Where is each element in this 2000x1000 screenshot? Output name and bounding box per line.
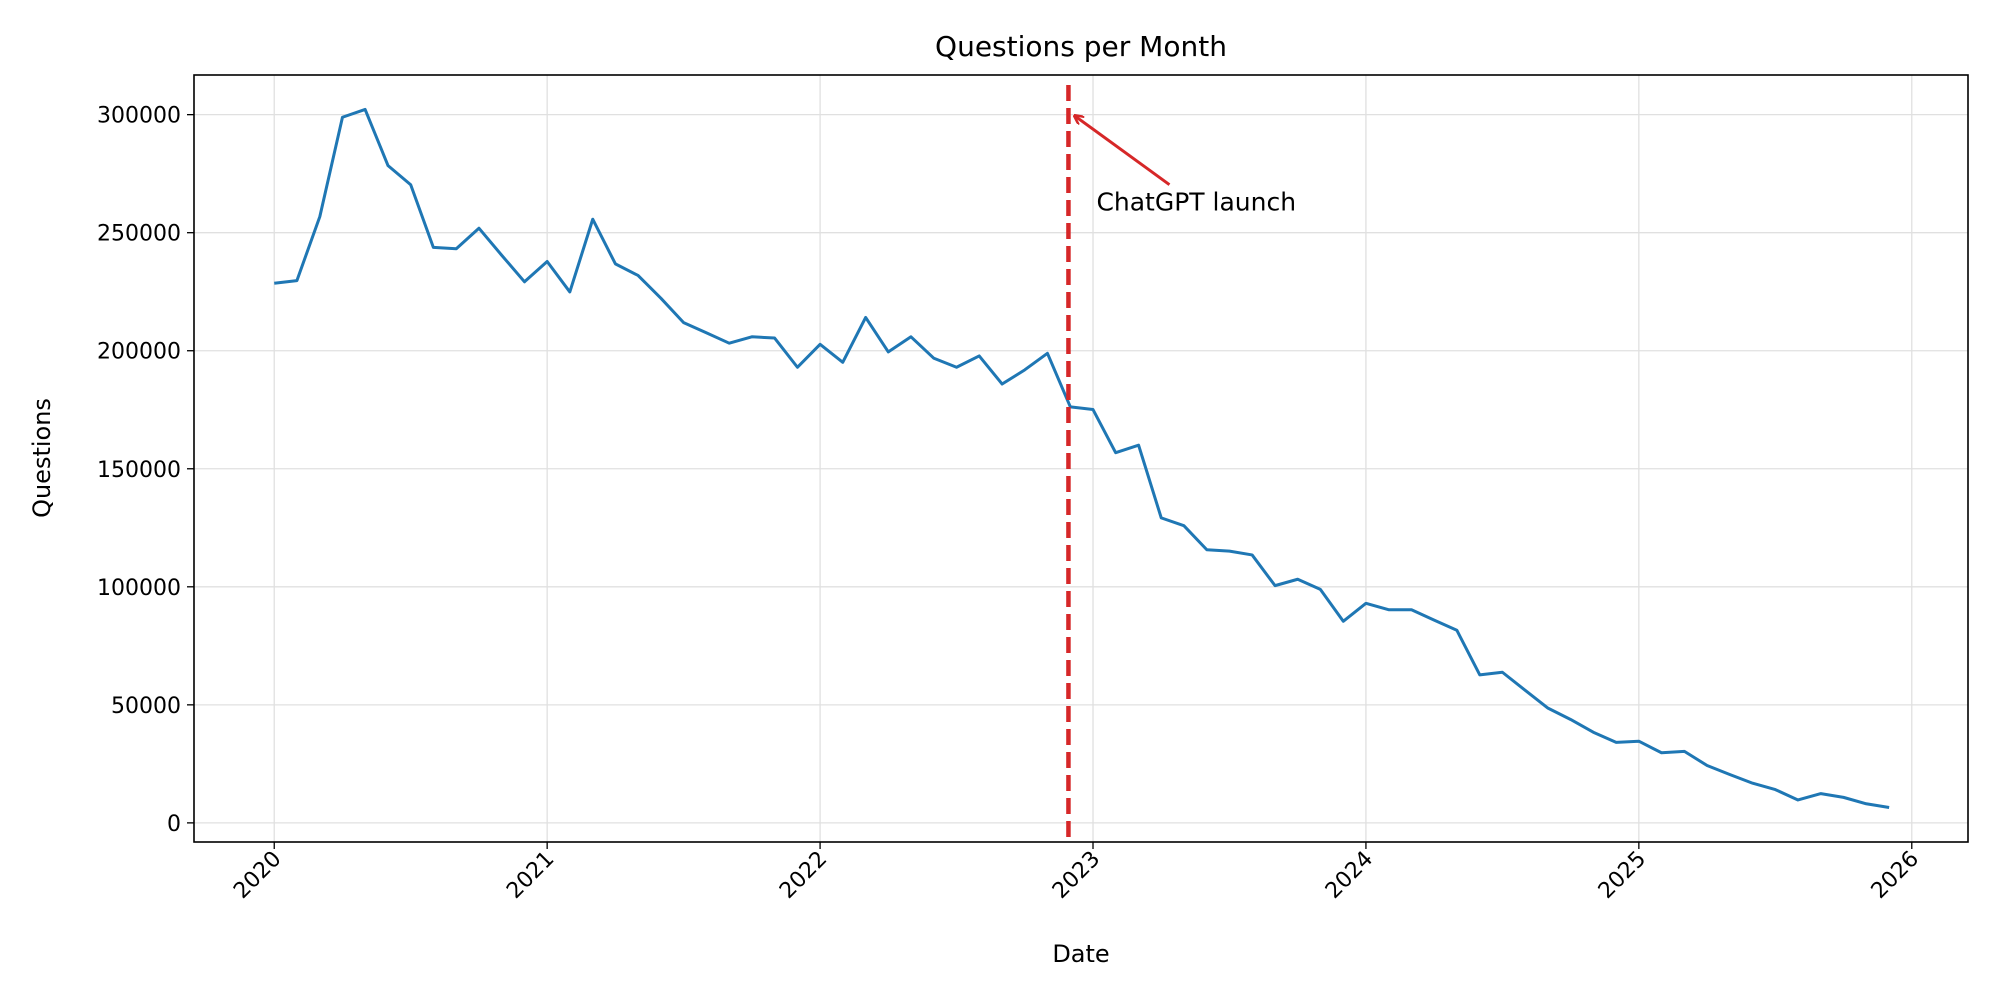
x-tick-label: 2021 — [502, 847, 559, 904]
y-tick-label: 200000 — [97, 340, 181, 365]
y-axis-label: Questions — [28, 398, 56, 518]
y-tick-label: 250000 — [97, 222, 181, 247]
plot-frame — [193, 74, 1969, 843]
x-tick-label: 2024 — [1321, 847, 1378, 904]
x-tick-label: 2020 — [229, 847, 286, 904]
y-tick-label: 300000 — [97, 104, 181, 129]
x-tick-label: 2026 — [1867, 847, 1924, 904]
x-tick-label: 2025 — [1594, 847, 1651, 904]
y-tick-label: 100000 — [97, 576, 181, 601]
chart-title: Questions per Month — [935, 30, 1227, 63]
x-tick-label: 2023 — [1048, 847, 1105, 904]
annotation-text: ChatGPT launch — [1096, 188, 1296, 217]
y-tick-label: 50000 — [111, 694, 181, 719]
x-tick-label: 2022 — [775, 847, 832, 904]
y-tick-label: 0 — [167, 812, 181, 837]
x-axis-label: Date — [1052, 940, 1109, 968]
y-tick-label: 150000 — [97, 458, 181, 483]
annotation-arrow — [1074, 116, 1171, 186]
data-line — [274, 107, 1890, 810]
